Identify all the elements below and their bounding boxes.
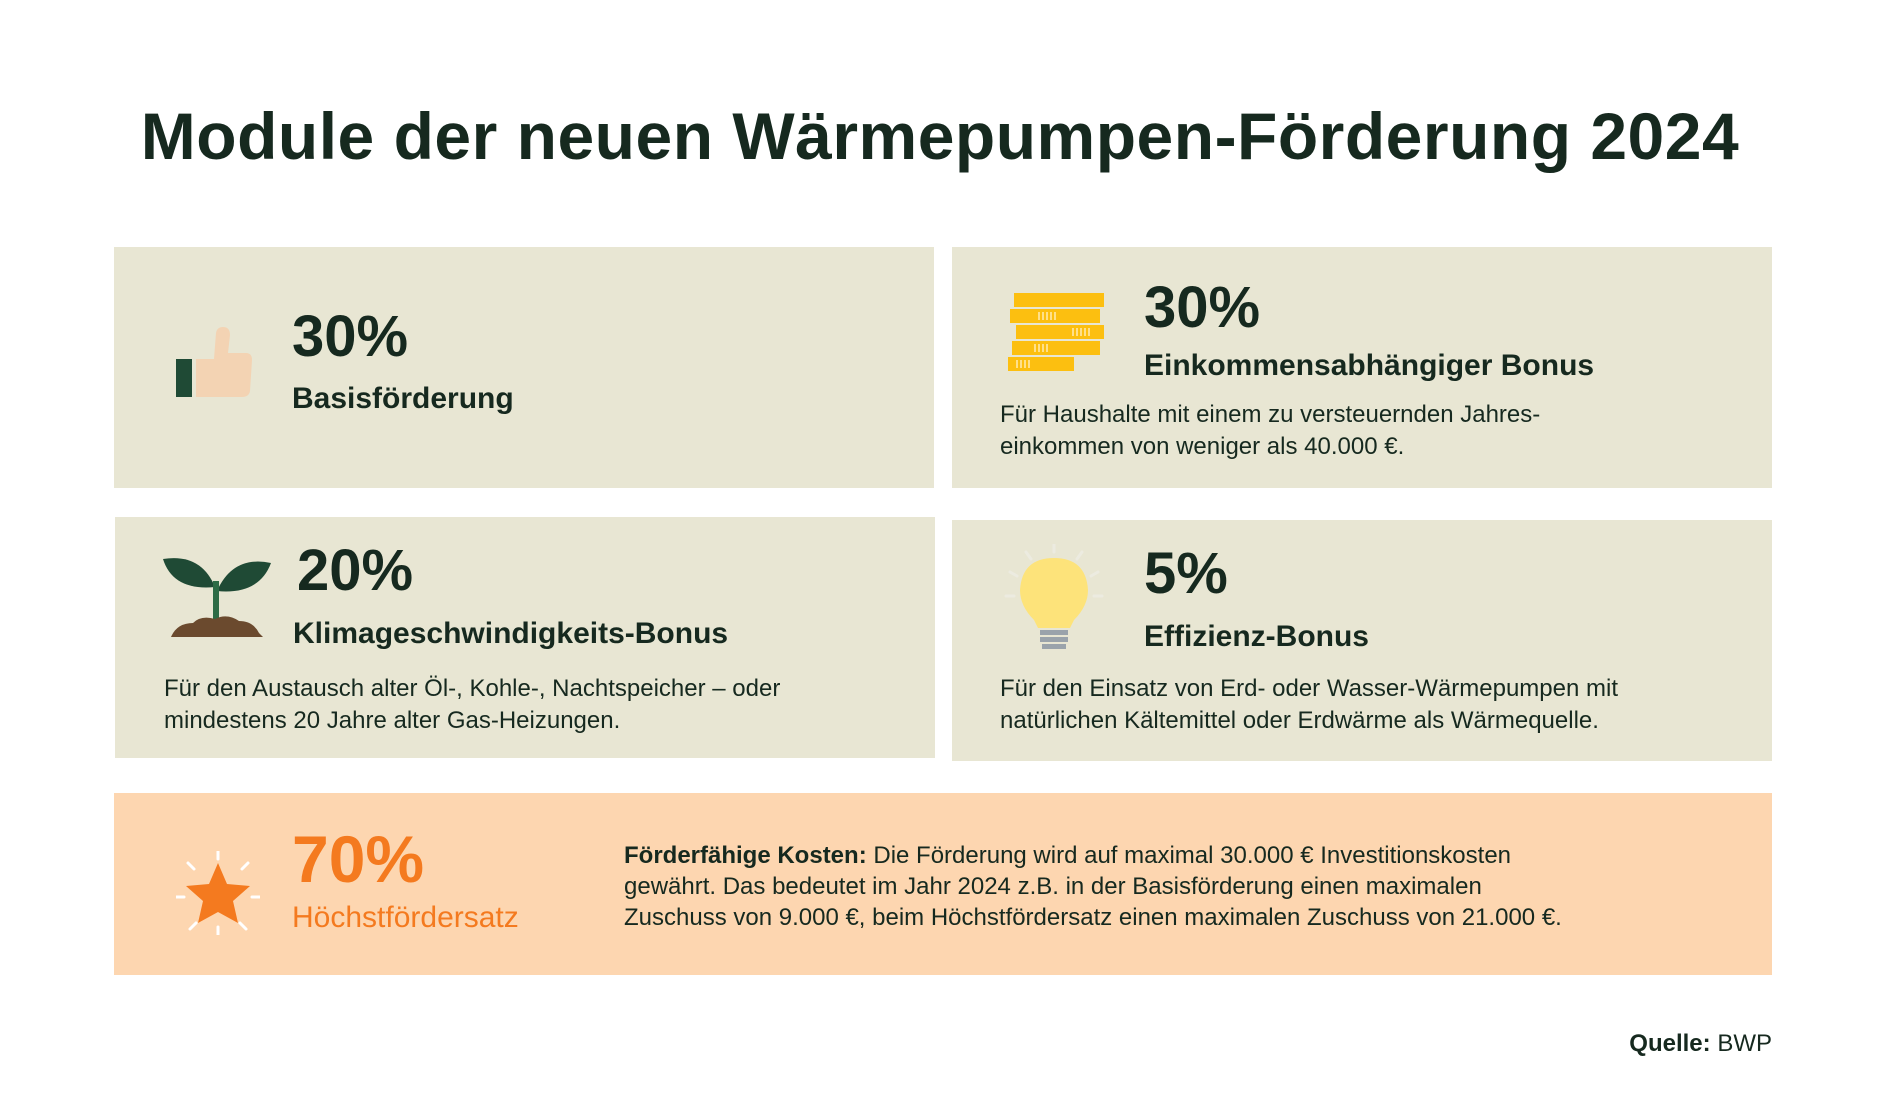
- card-label: Effizienz-Bonus: [1144, 620, 1369, 653]
- card-effizienzbonus: 5% Effizienz-Bonus Für den Einsatz von E…: [952, 520, 1772, 761]
- card-description: Für den Einsatz von Erd- oder Wasser-Wär…: [1000, 675, 1618, 734]
- card-hoechstfoerdersatz: 70% Höchstfördersatz Förderfähige Kosten…: [114, 793, 1772, 975]
- thumbs-up-icon: [176, 327, 252, 397]
- card-basisfoerderung: 30% Basisförderung: [114, 247, 934, 488]
- plant-icon: [163, 558, 271, 637]
- max-label: Höchstfördersatz: [292, 901, 519, 934]
- max-description: Förderfähige Kosten: Die Förderung wird …: [624, 842, 1562, 931]
- card-label: Basisförderung: [292, 382, 514, 415]
- card-label: Klimageschwindigkeits-Bonus: [293, 617, 729, 650]
- card-klimageschwindigkeitsbonus: 20% Klimageschwindigkeits-Bonus Für den …: [115, 517, 935, 758]
- lightbulb-icon: [1004, 544, 1104, 649]
- star-icon: [176, 851, 260, 935]
- card-percent: 30%: [292, 304, 409, 369]
- max-description-lead: Förderfähige Kosten:: [624, 842, 867, 869]
- card-label: Einkommensabhängiger Bonus: [1144, 349, 1595, 382]
- source-credit: Quelle: BWP: [1629, 1030, 1772, 1057]
- card-description: Für den Austausch alter Öl-, Kohle-, Nac…: [164, 675, 781, 734]
- card-einkommensbonus: 30% Einkommensabhängiger Bonus Für Haush…: [952, 247, 1772, 488]
- coins-icon: [1008, 293, 1104, 371]
- card-percent: 20%: [297, 538, 414, 603]
- card-description: Für Haushalte mit einem zu versteuernden…: [1000, 401, 1541, 460]
- max-percent: 70%: [292, 822, 425, 896]
- card-percent: 5%: [1144, 541, 1228, 606]
- card-percent: 30%: [1144, 275, 1261, 340]
- page-title: Module der neuen Wärmepumpen-Förderung 2…: [140, 99, 1740, 173]
